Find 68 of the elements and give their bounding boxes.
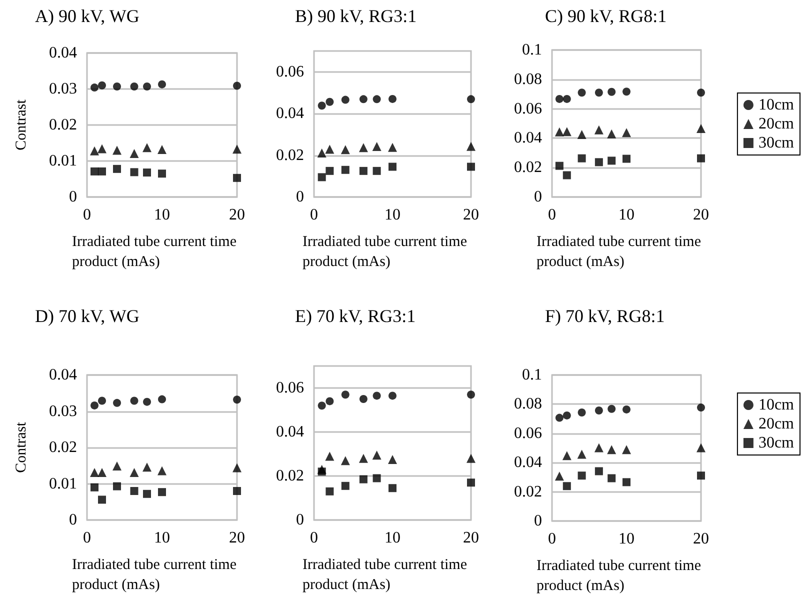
x-axis-title: Irradiated tube current time product (mAs): [302, 557, 471, 593]
y-tick-label: 0.01: [49, 475, 77, 492]
y-tick-label: 0: [296, 512, 304, 528]
y-tick-label: 0.01: [49, 152, 77, 170]
y-tick-label: 0: [296, 188, 304, 206]
y-axis-title: Contrast: [14, 98, 30, 150]
x-tick-label: 20: [229, 530, 245, 546]
y-tick-label: 0.08: [514, 396, 542, 413]
y-tick-label: 0.02: [514, 159, 542, 176]
chart-title: F) 70 kV, RG8:1: [545, 306, 665, 326]
y-tick-label: 0.04: [49, 44, 77, 62]
x-axis-title: Irradiated tube current time product (mAs): [72, 557, 240, 593]
x-tick-label: 0: [310, 206, 318, 224]
y-tick-label: 0.06: [276, 63, 304, 80]
y-tick-label: 0.06: [514, 424, 542, 442]
legend-label: 10cm: [758, 396, 795, 414]
y-tick-label: 0.03: [49, 402, 77, 420]
x-axis-title: Irradiated tube current time product (mAs): [302, 234, 471, 270]
chart-title: D) 70 kV, WG: [35, 306, 140, 326]
x-tick-label: 0: [83, 530, 91, 546]
x-tick-label: 10: [384, 530, 400, 546]
y-tick-label: 0.02: [276, 468, 304, 484]
x-axis-title: Irradiated tube current time product (mAs): [536, 234, 705, 270]
y-axis-title: Contrast: [14, 421, 30, 473]
chart-title: E) 70 kV, RG3:1: [295, 306, 416, 326]
y-tick-label: 0.03: [49, 80, 77, 98]
y-tick-label: 0.08: [514, 70, 542, 88]
chart-title: A) 90 kV, WG: [35, 6, 140, 26]
y-tick-label: 0.1: [522, 42, 542, 58]
x-tick-label: 0: [310, 530, 318, 546]
x-tick-label: 0: [548, 206, 556, 224]
y-tick-label: 0.04: [514, 454, 542, 472]
y-tick-label: 0.04: [276, 424, 304, 440]
y-tick-label: 0.02: [276, 146, 304, 164]
x-tick-label: 0: [83, 206, 91, 224]
legend-label: 20cm: [758, 116, 795, 132]
x-tick-label: 20: [693, 206, 709, 224]
x-tick-label: 10: [154, 530, 170, 546]
y-tick-label: 0: [69, 512, 77, 528]
x-tick-label: 20: [463, 206, 479, 224]
x-tick-label: 20: [229, 206, 245, 224]
y-tick-label: 0.06: [514, 100, 542, 118]
x-axis-title: Irradiated tube current time product (mAs): [536, 558, 705, 594]
y-tick-label: 0.1: [522, 366, 542, 384]
x-axis-title: Irradiated tube current time product (mAs): [72, 234, 240, 270]
y-tick-label: 0.02: [49, 439, 77, 456]
legend-label: 20cm: [758, 416, 795, 432]
legend-label: 30cm: [758, 434, 795, 452]
y-tick-label: 0: [534, 512, 542, 530]
y-tick-label: 0: [534, 188, 542, 206]
chart-title: B) 90 kV, RG3:1: [295, 6, 417, 26]
y-tick-label: 0.02: [49, 116, 77, 134]
y-tick-label: 0.04: [49, 366, 77, 384]
legend-label: 30cm: [758, 134, 795, 152]
y-tick-label: 0.04: [514, 130, 542, 147]
x-tick-label: 10: [154, 206, 170, 224]
x-tick-label: 10: [618, 206, 634, 224]
legend-label: 10cm: [758, 96, 795, 114]
x-tick-label: 20: [693, 530, 709, 548]
y-tick-label: 0.06: [276, 380, 304, 396]
x-tick-label: 10: [618, 530, 634, 548]
y-tick-label: 0.04: [276, 105, 304, 122]
chart-title: C) 90 kV, RG8:1: [545, 6, 667, 26]
y-tick-label: 0.02: [514, 483, 542, 500]
y-tick-label: 0: [69, 188, 77, 206]
x-tick-label: 20: [463, 530, 479, 546]
x-tick-label: 0: [548, 530, 556, 548]
x-tick-label: 10: [384, 206, 400, 224]
